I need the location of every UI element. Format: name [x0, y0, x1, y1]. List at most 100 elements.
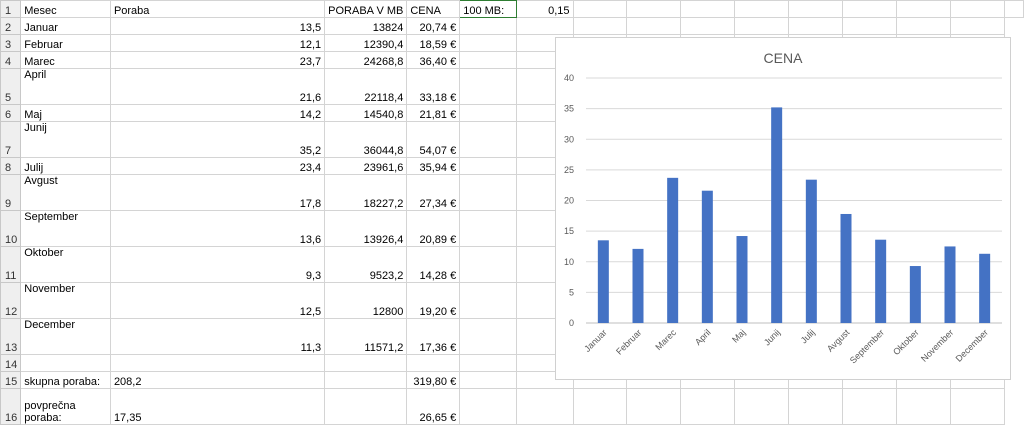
empty-cell[interactable]	[20, 354, 111, 372]
cell-mesec[interactable]: Maj	[20, 104, 111, 122]
row-number[interactable]: 9	[0, 174, 22, 211]
cell-mesec[interactable]: November	[20, 282, 111, 319]
cell-poraba[interactable]: 12,5	[109, 282, 326, 319]
cell-mesec[interactable]: Oktober	[20, 246, 111, 283]
empty-cell[interactable]	[459, 354, 517, 372]
empty-cell[interactable]	[572, 0, 628, 18]
row-number[interactable]: 4	[0, 51, 22, 69]
cell-cena[interactable]: 20,89 €	[406, 210, 461, 247]
empty-cell[interactable]	[788, 0, 843, 18]
empty-cell[interactable]	[459, 282, 517, 319]
bar[interactable]	[875, 239, 887, 323]
cell-poraba-mb[interactable]: 12390,4	[324, 34, 408, 52]
row-number[interactable]: 7	[0, 121, 22, 158]
empty-cell[interactable]	[459, 157, 517, 175]
cell-cena[interactable]: 17,36 €	[406, 318, 461, 355]
empty-cell[interactable]	[680, 388, 736, 425]
row-number[interactable]: 1	[0, 0, 22, 18]
empty-cell[interactable]	[895, 388, 951, 425]
row-number[interactable]: 6	[0, 104, 22, 122]
row-number[interactable]: 2	[0, 17, 22, 35]
row-number[interactable]: 5	[0, 68, 22, 105]
empty-cell[interactable]	[109, 354, 326, 372]
cell-poraba[interactable]: 23,7	[109, 51, 326, 69]
bar[interactable]	[771, 107, 783, 324]
cell-poraba[interactable]: 12,1	[109, 34, 326, 52]
cell-poraba-mb[interactable]: 22118,4	[324, 68, 408, 105]
cell-poraba[interactable]: 11,3	[109, 318, 326, 355]
cell-100mb-label[interactable]: 100 MB:	[459, 0, 517, 18]
bar[interactable]	[632, 248, 644, 323]
cell-mesec[interactable]: December	[20, 318, 111, 355]
empty-cell[interactable]	[895, 0, 951, 18]
cell-total-poraba[interactable]: 208,2	[109, 371, 326, 389]
cell-poraba-mb[interactable]: 11571,2	[324, 318, 408, 355]
row-number[interactable]: 3	[0, 34, 22, 52]
cell-mesec[interactable]: Junij	[20, 121, 111, 158]
empty-cell[interactable]	[626, 388, 682, 425]
cell-mesec[interactable]: Julij	[20, 157, 111, 175]
cell-poraba[interactable]: 23,4	[109, 157, 326, 175]
empty-cell[interactable]	[626, 17, 682, 35]
cell-total-label[interactable]: skupna poraba:	[20, 371, 111, 389]
empty-cell[interactable]	[680, 17, 736, 35]
cell-cena[interactable]: 35,94 €	[406, 157, 461, 175]
bar[interactable]	[701, 190, 713, 323]
empty-cell[interactable]	[406, 354, 461, 372]
empty-cell[interactable]	[572, 388, 628, 425]
empty-cell[interactable]	[788, 17, 843, 35]
empty-cell[interactable]	[680, 0, 736, 18]
cell-poraba-mb[interactable]: 9523,2	[324, 246, 408, 283]
cell-mesec[interactable]: Januar	[20, 17, 111, 35]
cell-poraba-mb[interactable]: 13926,4	[324, 210, 408, 247]
empty-cell[interactable]	[459, 34, 517, 52]
cell-cena[interactable]: 54,07 €	[406, 121, 461, 158]
empty-cell[interactable]	[459, 318, 517, 355]
empty-cell[interactable]	[734, 17, 790, 35]
cell-poraba[interactable]: 13,6	[109, 210, 326, 247]
row-number[interactable]: 13	[0, 318, 22, 355]
cell-poraba-mb[interactable]: 14540,8	[324, 104, 408, 122]
cell-cena[interactable]: 33,18 €	[406, 68, 461, 105]
empty-cell[interactable]	[459, 246, 517, 283]
cell-mesec[interactable]: Marec	[20, 51, 111, 69]
empty-cell[interactable]	[734, 0, 790, 18]
empty-cell[interactable]	[949, 17, 1005, 35]
empty-cell[interactable]	[949, 0, 1005, 18]
cell-header-mb[interactable]: PORABA V MB	[324, 0, 408, 18]
empty-cell[interactable]	[459, 68, 517, 105]
row-number[interactable]: 8	[0, 157, 22, 175]
cell-average-cena[interactable]: 26,65 €	[406, 388, 461, 425]
row-number[interactable]: 15	[0, 371, 22, 389]
cell-poraba[interactable]: 9,3	[109, 246, 326, 283]
empty-cell[interactable]	[1003, 0, 1024, 18]
cell-poraba-mb[interactable]: 24268,8	[324, 51, 408, 69]
cell-poraba[interactable]: 21,6	[109, 68, 326, 105]
cell-poraba-mb[interactable]: 13824	[324, 17, 408, 35]
empty-cell[interactable]	[459, 371, 517, 389]
cell-mesec[interactable]: September	[20, 210, 111, 247]
bar[interactable]	[805, 179, 817, 323]
cell-cena[interactable]: 19,20 €	[406, 282, 461, 319]
cell-mesec[interactable]: Februar	[20, 34, 111, 52]
bar[interactable]	[597, 240, 609, 323]
empty-cell[interactable]	[459, 121, 517, 158]
cell-poraba[interactable]: 35,2	[109, 121, 326, 158]
empty-cell[interactable]	[324, 388, 408, 425]
cell-average-poraba[interactable]: 17,35	[109, 388, 326, 425]
cell-poraba-mb[interactable]: 23961,6	[324, 157, 408, 175]
empty-cell[interactable]	[734, 388, 790, 425]
cell-poraba[interactable]: 14,2	[109, 104, 326, 122]
cell-cena[interactable]: 36,40 €	[406, 51, 461, 69]
empty-cell[interactable]	[459, 104, 517, 122]
cell-poraba[interactable]: 17,8	[109, 174, 326, 211]
empty-cell[interactable]	[459, 388, 517, 425]
empty-cell[interactable]	[841, 0, 897, 18]
empty-cell[interactable]	[324, 354, 408, 372]
cell-poraba[interactable]: 13,5	[109, 17, 326, 35]
cell-header-cena[interactable]: CENA	[406, 0, 461, 18]
cell-cena[interactable]: 27,34 €	[406, 174, 461, 211]
empty-cell[interactable]	[515, 17, 574, 35]
cell-header-mesec[interactable]: Mesec	[20, 0, 111, 18]
empty-cell[interactable]	[788, 388, 843, 425]
